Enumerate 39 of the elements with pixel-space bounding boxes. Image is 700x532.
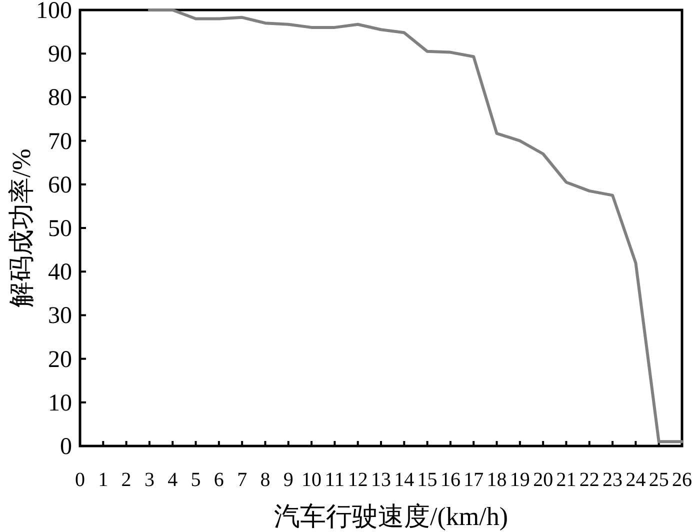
x-tick-label: 16 [440, 469, 460, 491]
x-tick-label: 17 [464, 469, 484, 491]
x-tick-label: 11 [324, 469, 345, 491]
x-tick-label: 18 [486, 469, 507, 491]
x-tick-label: 1 [98, 469, 108, 491]
x-tick-label: 21 [556, 469, 576, 491]
x-tick-label: 2 [121, 469, 132, 491]
x-tick-label: 5 [190, 469, 201, 491]
x-tick-label: 6 [214, 469, 224, 491]
x-tick-label: 26 [672, 469, 692, 491]
x-tick-label: 22 [579, 469, 600, 491]
y-tick-label: 10 [48, 390, 72, 416]
x-tick-label: 15 [417, 469, 438, 491]
x-tick-label: 3 [144, 469, 154, 491]
x-tick-label: 13 [371, 469, 391, 491]
y-tick-label: 90 [48, 42, 72, 68]
x-tick-label: 14 [394, 469, 414, 491]
y-tick-label: 100 [36, 0, 72, 24]
y-tick-label: 70 [48, 128, 72, 155]
y-tick-label: 50 [48, 216, 72, 242]
x-tick-label: 23 [602, 469, 623, 491]
x-tick-label: 9 [283, 469, 294, 491]
y-tick-label: 40 [48, 260, 72, 286]
y-tick-label: 0 [60, 434, 72, 460]
x-tick-label: 19 [510, 469, 530, 491]
y-tick-label: 20 [48, 346, 72, 373]
x-axis-title: 汽车行驶速度/(km/h) [274, 502, 508, 531]
x-tick-label: 20 [533, 469, 554, 491]
x-tick-label: 4 [168, 469, 178, 491]
x-tick-label: 24 [626, 469, 646, 491]
x-tick-label: 12 [348, 469, 368, 491]
y-tick-label: 60 [48, 172, 72, 198]
y-tick-label: 80 [48, 85, 72, 112]
y-axis-title: 解码成功率/% [7, 148, 36, 308]
y-tick-label: 30 [48, 303, 72, 330]
x-tick-label: 7 [237, 469, 248, 491]
x-tick-label: 10 [302, 469, 322, 491]
x-tick-label: 8 [260, 469, 270, 491]
x-tick-label: 25 [648, 469, 669, 491]
